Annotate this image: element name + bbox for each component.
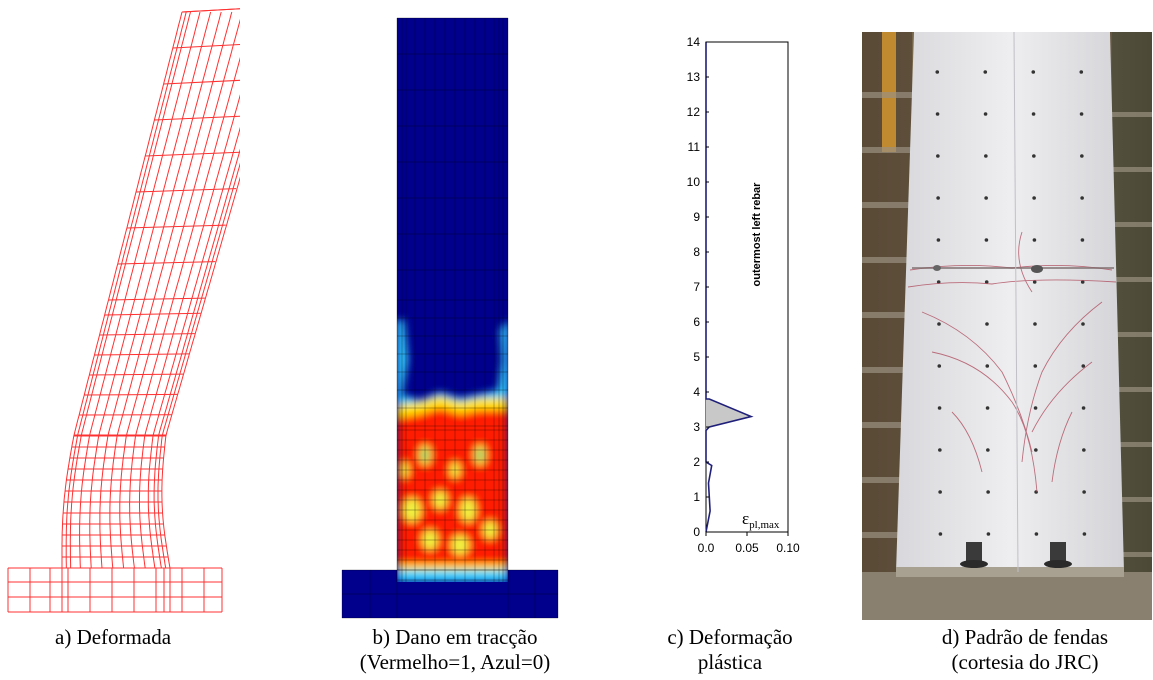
y-tick-label: 4 bbox=[693, 385, 700, 399]
y-tick-label: 12 bbox=[687, 105, 701, 119]
wall-face bbox=[896, 32, 1124, 572]
caption-a: a) Deformada bbox=[55, 625, 295, 650]
caption-a-line1: a) Deformada bbox=[55, 625, 172, 649]
panel-deformed-mesh bbox=[0, 0, 240, 620]
mesh-lines bbox=[7, 8, 240, 613]
panel-crack-photo bbox=[862, 32, 1152, 620]
caption-c-line2: plástica bbox=[697, 650, 763, 674]
y-tick-label: 9 bbox=[693, 210, 700, 224]
x-tick-label: 0.0 bbox=[698, 541, 715, 555]
y-tick-label: 5 bbox=[693, 350, 700, 364]
caption-b-line2: (Vermelho=1, Azul=0) bbox=[359, 650, 551, 674]
plot-frame bbox=[705, 41, 789, 533]
series-fill bbox=[706, 399, 752, 431]
y-tick-label: 1 bbox=[693, 490, 700, 504]
caption-d-line1: d) Padrão de fendas bbox=[941, 625, 1109, 649]
y-tick-label: 13 bbox=[687, 70, 701, 84]
y-tick-label: 8 bbox=[693, 245, 700, 259]
y-tick-label: 6 bbox=[693, 315, 700, 329]
crack-pattern-photo bbox=[862, 32, 1152, 620]
x-tick-label: 0.10 bbox=[776, 541, 800, 555]
x-axis-label-subscript: pl,max bbox=[749, 519, 780, 531]
panel-plastic-strain-chart: 0 1 2 3 4 5 6 7 8 9 10 11 12 13 14 0.0 0.05 0.10 outermost… bbox=[660, 30, 810, 560]
damage-contour-drawing bbox=[341, 17, 559, 619]
x-axis-label: εpl,max bbox=[742, 509, 780, 531]
y-tick-label: 2 bbox=[693, 455, 700, 469]
series-line bbox=[705, 42, 754, 533]
caption-d: d) Padrão de fendas (cortesia do JRC) bbox=[900, 625, 1150, 675]
caption-d-line2: (cortesia do JRC) bbox=[951, 650, 1099, 674]
y-tick-label: 0 bbox=[693, 525, 700, 539]
y-tick-label: 10 bbox=[687, 175, 701, 189]
rebar-annotation: outermost left rebar bbox=[751, 182, 763, 287]
caption-b: b) Dano em tracção (Vermelho=1, Azul=0) bbox=[335, 625, 575, 675]
caption-c: c) Deformação plástica bbox=[630, 625, 830, 675]
caption-b-line1: b) Dano em tracção bbox=[372, 625, 538, 649]
y-tick-label: 7 bbox=[693, 280, 700, 294]
panel-tensile-damage bbox=[330, 0, 570, 620]
y-tick-label: 11 bbox=[688, 140, 701, 154]
deformed-mesh-drawing bbox=[7, 8, 240, 613]
y-tick-label: 14 bbox=[687, 35, 701, 49]
x-tick-label: 0.05 bbox=[735, 541, 759, 555]
y-tick-label: 3 bbox=[693, 420, 700, 434]
caption-c-line1: c) Deformação bbox=[667, 625, 793, 649]
